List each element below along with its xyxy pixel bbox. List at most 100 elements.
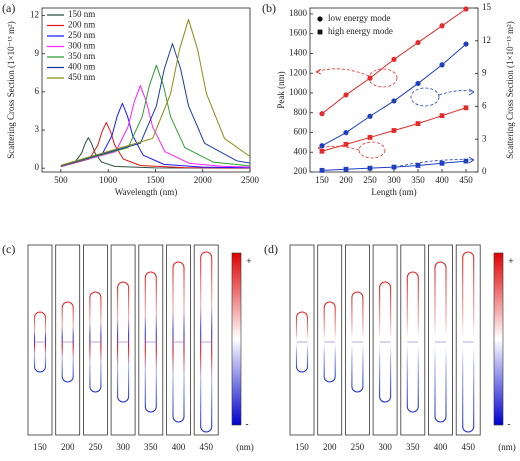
colorbar-minus: - bbox=[246, 419, 249, 429]
marker-square bbox=[463, 158, 469, 164]
y-tick-label: 1400 bbox=[289, 48, 308, 58]
plot-frame bbox=[41, 7, 251, 173]
dashed-ellipse bbox=[358, 141, 386, 159]
length-label: 450 bbox=[461, 442, 475, 452]
length-label: 400 bbox=[434, 442, 448, 452]
marker-square bbox=[415, 121, 421, 126]
marker-circle bbox=[343, 130, 349, 136]
frame bbox=[55, 244, 81, 436]
length-label: 450 bbox=[199, 442, 213, 452]
y-tick-label: 600 bbox=[294, 127, 308, 137]
frame bbox=[166, 244, 191, 436]
y2-tick-label: 0 bbox=[482, 166, 487, 176]
marker-circle bbox=[343, 92, 349, 98]
marker-square bbox=[391, 164, 397, 170]
y-tick-label: 800 bbox=[294, 107, 308, 117]
arrow-head bbox=[315, 68, 322, 75]
annotations bbox=[315, 68, 475, 167]
y-tick-label: 1800 bbox=[289, 8, 308, 18]
y2-tick-label: 9 bbox=[482, 68, 487, 78]
y-tick-label: 9 bbox=[35, 48, 40, 58]
y-tick-label: 200 bbox=[294, 166, 308, 176]
dashed-ellipse bbox=[368, 68, 398, 88]
spectrum-line bbox=[60, 137, 251, 169]
y-tick-label: 0 bbox=[35, 162, 40, 172]
arrow-head bbox=[468, 156, 475, 164]
frame bbox=[400, 244, 426, 436]
marker-square bbox=[367, 165, 373, 171]
frame bbox=[372, 244, 398, 436]
marker-circle bbox=[463, 6, 469, 12]
x-tick-label: 350 bbox=[411, 175, 425, 185]
y2-axis-label: Scattering Cross Section (1×10⁻¹³ m²) bbox=[505, 21, 515, 158]
spectrum-line bbox=[60, 85, 251, 168]
legend-label: 350 nm bbox=[68, 51, 95, 61]
marker-square bbox=[439, 113, 445, 119]
y-axis-label: Scattering Cross Section (1×10⁻¹³ m²) bbox=[6, 21, 16, 158]
unit-label: (nm) bbox=[498, 442, 516, 452]
frame bbox=[83, 244, 108, 436]
x-tick-label: 250 bbox=[363, 175, 377, 185]
marker-square bbox=[343, 166, 349, 172]
marker-square bbox=[317, 29, 323, 35]
colorbar-plus: + bbox=[246, 256, 251, 266]
y2-tick-label: 12 bbox=[482, 35, 491, 45]
spectrum-line bbox=[60, 102, 251, 169]
spectrum-line bbox=[60, 18, 251, 166]
y-tick-label: 1200 bbox=[289, 67, 308, 77]
marker-circle bbox=[367, 75, 373, 81]
panel-label: (d) bbox=[264, 242, 278, 256]
colorbar-minus: - bbox=[508, 419, 511, 429]
frame bbox=[110, 244, 136, 436]
length-label: 400 bbox=[172, 442, 186, 452]
frame bbox=[317, 244, 343, 436]
frame bbox=[193, 244, 219, 436]
legend-label: 250 nm bbox=[68, 30, 95, 40]
y-tick-label: 12 bbox=[30, 10, 39, 20]
x-axis-label: Wavelength (nm) bbox=[115, 187, 178, 197]
marker-square bbox=[391, 128, 397, 133]
y-tick-label: 400 bbox=[294, 146, 308, 156]
marker-circle bbox=[391, 98, 397, 104]
marker-square bbox=[319, 148, 325, 154]
frame bbox=[428, 244, 453, 436]
length-label: 350 bbox=[144, 442, 158, 452]
x-tick-label: 450 bbox=[459, 175, 473, 185]
frame bbox=[344, 244, 370, 436]
dashed-ellipse bbox=[410, 87, 440, 107]
length-label: 300 bbox=[378, 442, 392, 452]
x-axis-label: Length (nm) bbox=[371, 187, 416, 197]
marker-square bbox=[463, 105, 469, 111]
length-label: 300 bbox=[116, 442, 130, 452]
legend-label: high energy mode bbox=[328, 26, 393, 36]
colorbar bbox=[493, 252, 504, 426]
length-label: 150 bbox=[295, 442, 309, 452]
marker-circle bbox=[439, 23, 445, 29]
marker-circle bbox=[317, 16, 323, 22]
x-tick-label: 300 bbox=[387, 175, 401, 185]
colorbar bbox=[231, 252, 242, 426]
x-tick-label: 500 bbox=[54, 175, 68, 185]
spectrum-line bbox=[60, 64, 251, 167]
y-axis-label: Peak (nm) bbox=[276, 71, 286, 108]
marker-square bbox=[367, 135, 373, 140]
x-tick-label: 2500 bbox=[241, 175, 260, 185]
marker-square bbox=[415, 163, 421, 168]
length-label: 350 bbox=[406, 442, 420, 452]
spectrum-line bbox=[60, 121, 251, 169]
frame bbox=[138, 244, 164, 436]
panel-label: (a) bbox=[2, 1, 15, 15]
marker-circle bbox=[415, 80, 421, 87]
x-tick-label: 2000 bbox=[194, 175, 213, 185]
legend-label: 200 nm bbox=[68, 20, 95, 30]
length-label: 150 bbox=[33, 442, 47, 452]
marker-square bbox=[439, 160, 445, 166]
marker-circle bbox=[319, 143, 325, 149]
legend-label: 400 nm bbox=[68, 62, 95, 72]
legend-label: 300 nm bbox=[68, 41, 95, 51]
marker-circle bbox=[319, 111, 325, 117]
marker-circle bbox=[463, 41, 469, 47]
marker-circle bbox=[439, 62, 445, 68]
legend-label: low energy mode bbox=[328, 13, 390, 23]
